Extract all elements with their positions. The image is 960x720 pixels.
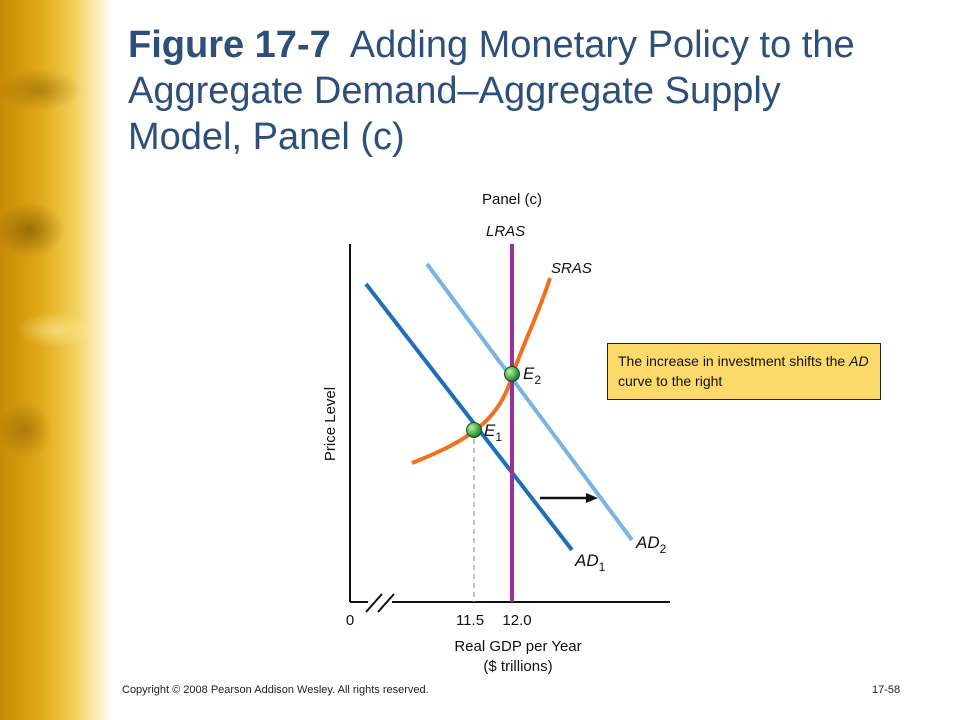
x-tick-12-0: 12.0: [502, 612, 531, 629]
shift-arrow-icon: [540, 493, 598, 503]
callout-text: The increase in investment shifts the: [618, 353, 846, 369]
ad2-label: AD2: [635, 533, 667, 556]
x-axis-unit-label: ($ trillions): [483, 658, 552, 675]
copyright-footer: Copyright © 2008 Pearson Addison Wesley.…: [122, 684, 429, 696]
sras-label: SRAS: [551, 260, 592, 277]
ad1-label: AD1: [574, 551, 606, 574]
x-axis-label: Real GDP per Year: [454, 638, 581, 655]
figure-title: Adding Monetary Policy to the Aggregate …: [128, 24, 855, 158]
panel-label: Panel (c): [482, 191, 542, 208]
y-axis-label: Price Level: [322, 387, 339, 461]
e1-label: E1: [484, 421, 502, 444]
e2-label: E2: [523, 364, 541, 387]
axis-break-icon: [365, 592, 395, 613]
page-number: 17-58: [872, 684, 901, 696]
page-title: Figure 17-7 Adding Monetary Policy to th…: [128, 22, 888, 160]
figure-number: Figure 17-7: [128, 24, 331, 66]
callout-text-end: curve to the right: [618, 373, 723, 389]
origin-label: 0: [346, 612, 354, 629]
ad2-curve: [425, 262, 634, 542]
equilibrium-point-e2: [504, 366, 520, 382]
x-tick-11-5: 11.5: [456, 612, 484, 629]
ad1-curve: [364, 282, 574, 552]
decorative-side-image: [0, 0, 112, 720]
lras-label: LRAS: [486, 223, 525, 240]
callout-emphasis: AD: [849, 353, 869, 369]
annotation-callout: The increase in investment shifts the AD…: [607, 343, 881, 400]
equilibrium-point-e1: [466, 422, 482, 438]
